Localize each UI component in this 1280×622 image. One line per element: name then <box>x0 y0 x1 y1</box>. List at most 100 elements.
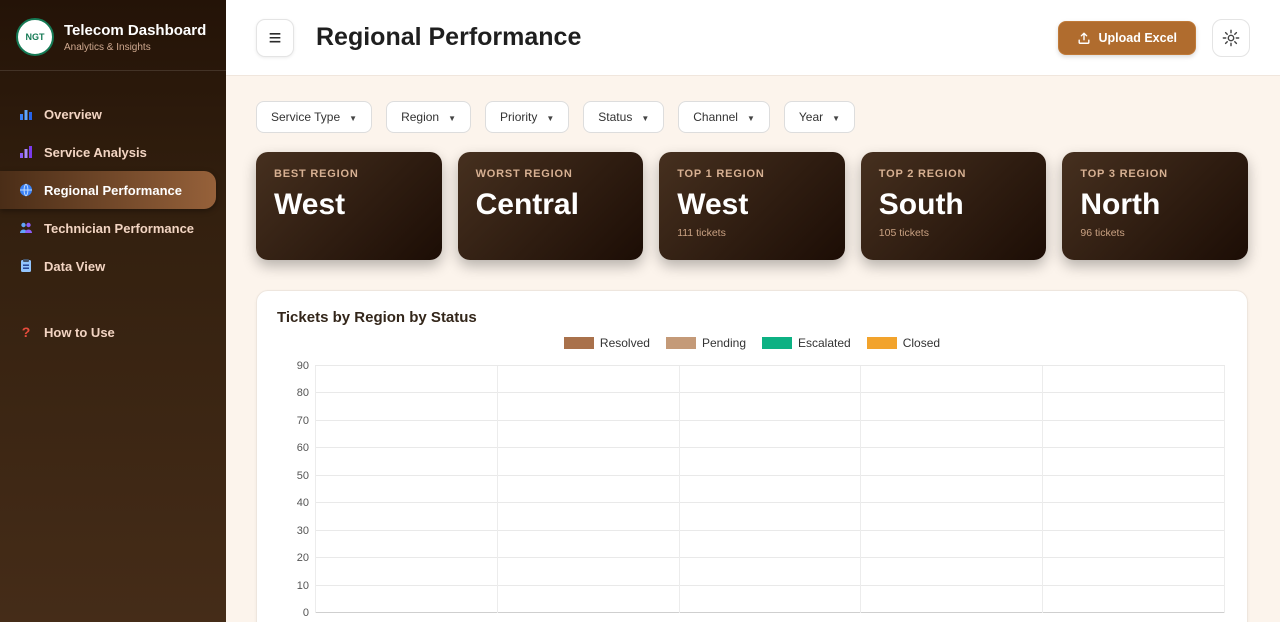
chevron-down-icon <box>349 110 357 124</box>
kpi-value: North <box>1080 188 1161 221</box>
legend-item-escalated[interactable]: Escalated <box>762 336 851 350</box>
gridline <box>315 502 1225 504</box>
y-axis-tick: 60 <box>296 442 309 455</box>
kpi-card-top3-region: TOP 3 REGION North 96 tickets <box>1062 152 1248 260</box>
filter-label: Priority <box>500 110 538 124</box>
sidebar-nav: Overview Service Analysis Regional Perfo… <box>0 95 226 351</box>
kpi-label: TOP 3 REGION <box>1080 168 1168 180</box>
sidebar-item-technician-performance[interactable]: Technician Performance <box>0 209 216 247</box>
y-axis-tick: 50 <box>296 469 309 482</box>
sidebar-item-regional-performance[interactable]: Regional Performance <box>0 171 216 209</box>
kpi-subtext: 96 tickets <box>1080 227 1125 239</box>
legend-item-closed[interactable]: Closed <box>866 336 941 350</box>
kpi-subtext: 105 tickets <box>878 227 929 239</box>
chevron-down-icon <box>747 110 755 124</box>
legend-swatch <box>665 337 696 349</box>
sidebar-item-overview[interactable]: Overview <box>0 95 216 133</box>
legend-label: Pending <box>701 336 746 350</box>
filter-channel[interactable]: Channel <box>678 101 770 133</box>
sidebar-item-label: Technician Performance <box>44 220 195 236</box>
kpi-value: West <box>677 188 749 221</box>
kpi-row: BEST REGION West WORST REGION Central TO… <box>256 152 1248 260</box>
kpi-label: TOP 2 REGION <box>878 168 967 180</box>
chart-title: Tickets by Region by Status <box>277 309 477 326</box>
chevron-down-icon <box>448 110 456 124</box>
filter-status[interactable]: Status <box>583 101 665 133</box>
upload-excel-button[interactable]: Upload Excel <box>1057 20 1196 55</box>
kpi-value: Central <box>475 188 579 221</box>
filter-region[interactable]: Region <box>386 101 472 133</box>
kpi-card-best-region: BEST REGION West <box>256 152 442 260</box>
legend-swatch <box>866 337 897 349</box>
kpi-value: West <box>274 188 346 221</box>
bar-slot <box>498 366 680 613</box>
kpi-label: WORST REGION <box>475 168 573 180</box>
sidebar-header: NGT Telecom Dashboard Analytics & Insigh… <box>0 0 226 71</box>
sidebar-item-label: Data View <box>44 258 106 274</box>
filter-bar: Service Type Region Priority Status Chan… <box>256 101 1248 133</box>
brand-text: Telecom Dashboard Analytics & Insights <box>64 22 206 53</box>
legend-label: Resolved <box>599 336 650 350</box>
upload-icon <box>1077 31 1091 45</box>
settings-button[interactable] <box>1212 18 1250 57</box>
sidebar-item-how-to-use[interactable]: ? How to Use <box>0 313 216 351</box>
top-bar: ≡ Regional Performance Upload Excel <box>226 0 1280 76</box>
upload-excel-label: Upload Excel <box>1098 30 1178 45</box>
kpi-card-top2-region: TOP 2 REGION South 105 tickets <box>860 152 1047 260</box>
page-title: Regional Performance <box>316 23 582 51</box>
y-axis-tick: 80 <box>296 387 309 400</box>
bar-chart-icon <box>18 106 34 122</box>
legend-swatch <box>563 337 594 349</box>
filter-label: Status <box>598 110 633 124</box>
sidebar-item-service-analysis[interactable]: Service Analysis <box>0 133 216 171</box>
sidebar-item-label: Service Analysis <box>44 144 147 160</box>
analysis-chart-icon <box>18 144 34 160</box>
legend-swatch <box>762 337 792 349</box>
kpi-card-worst-region: WORST REGION Central <box>457 152 644 260</box>
chevron-down-icon <box>832 110 840 124</box>
y-axis-tick: 40 <box>296 497 309 510</box>
filter-label: Year <box>798 110 824 124</box>
bar-slot <box>316 366 498 613</box>
chevron-down-icon <box>546 110 554 124</box>
filter-label: Channel <box>693 110 738 124</box>
chart-legend: Resolved Pending Escalated Closed <box>277 336 1227 350</box>
kpi-value: South <box>878 188 964 221</box>
bar-slot <box>1043 366 1225 613</box>
gridline <box>315 447 1225 449</box>
app-title: Telecom Dashboard <box>64 21 207 39</box>
gridline <box>315 557 1225 559</box>
legend-item-pending[interactable]: Pending <box>665 336 746 350</box>
hamburger-menu-button[interactable]: ≡ <box>256 18 294 57</box>
filter-label: Region <box>401 110 440 124</box>
sidebar-item-label: Overview <box>44 106 102 122</box>
filter-label: Service Type <box>271 110 341 124</box>
filter-year[interactable]: Year <box>783 101 856 133</box>
chevron-down-icon <box>641 110 649 124</box>
y-axis-tick: 30 <box>296 524 309 537</box>
legend-label: Escalated <box>798 336 851 350</box>
gridline <box>315 419 1225 421</box>
bar-slot <box>680 366 862 613</box>
filter-priority[interactable]: Priority <box>485 101 570 133</box>
legend-label: Closed <box>902 336 941 350</box>
app-subtitle: Analytics & Insights <box>64 41 151 53</box>
content: Service Type Region Priority Status Chan… <box>226 76 1280 622</box>
gear-icon <box>1222 29 1240 47</box>
main-area: ≡ Regional Performance Upload Excel Serv… <box>226 0 1280 622</box>
gridline <box>315 474 1225 476</box>
legend-item-resolved[interactable]: Resolved <box>563 336 650 350</box>
kpi-subtext: 111 tickets <box>677 227 726 239</box>
people-icon <box>18 220 34 236</box>
question-icon: ? <box>21 324 31 340</box>
gridline <box>315 392 1225 394</box>
sidebar-item-label: Regional Performance <box>44 182 182 198</box>
hamburger-icon: ≡ <box>268 24 282 50</box>
y-axis-tick: 10 <box>296 579 309 592</box>
gridline <box>315 612 1225 613</box>
y-axis-tick: 20 <box>296 552 309 565</box>
filter-service-type[interactable]: Service Type <box>256 101 373 133</box>
clipboard-icon <box>18 258 34 274</box>
kpi-card-top1-region: TOP 1 REGION West 111 tickets <box>659 152 845 260</box>
sidebar-item-data-view[interactable]: Data View <box>0 247 216 285</box>
